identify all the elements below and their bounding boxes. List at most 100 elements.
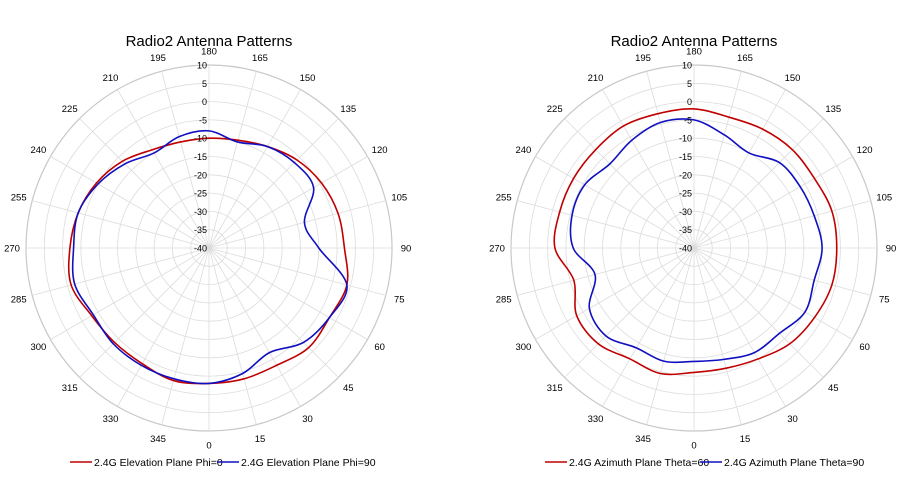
angle-tick-label: 105 (876, 193, 892, 204)
grid-spoke (50, 156, 210, 249)
series-layer (553, 108, 838, 376)
polar-grid (25, 64, 393, 432)
angle-tick-label: 345 (150, 434, 166, 445)
radial-tick-label: 0 (202, 97, 207, 107)
grid-spoke (693, 247, 871, 296)
radial-tick-label: -25 (679, 189, 692, 199)
legend-label-series-2: 2.4G Elevation Plane Phi=90 (241, 457, 376, 469)
angle-tick-label: 225 (62, 104, 78, 115)
angle-tick-label: 15 (255, 434, 266, 445)
angle-tick-label: 135 (825, 104, 841, 115)
radial-tick-label: -20 (194, 170, 207, 180)
angle-tick-label: 75 (879, 294, 890, 305)
angle-tick-label: 0 (691, 441, 696, 452)
angle-tick-label: 105 (391, 193, 407, 204)
angle-tick-label: 345 (635, 434, 651, 445)
angle-tick-label: 195 (150, 53, 166, 64)
angle-tick-label: 195 (635, 53, 651, 64)
angle-tick-label: 270 (4, 244, 20, 255)
angle-tick-label: 15 (740, 434, 751, 445)
series-line-1 (553, 108, 838, 376)
grid-spoke (517, 200, 695, 249)
radial-tick-label: -20 (679, 170, 692, 180)
grid-spoke (646, 71, 695, 249)
grid-spoke (117, 89, 210, 249)
angle-tick-label: 45 (343, 383, 354, 394)
grid-spoke (208, 247, 339, 378)
radial-tick-label: -30 (194, 207, 207, 217)
grid-spoke (208, 247, 368, 340)
grid-spoke (693, 247, 742, 425)
radial-tick-label: -40 (194, 244, 207, 254)
angle-tick-label: 240 (30, 145, 46, 156)
grid-spoke (208, 200, 386, 249)
angle-tick-label: 210 (588, 73, 604, 84)
angle-tick-label: 300 (515, 342, 531, 353)
angle-tick-label: 60 (859, 342, 870, 353)
angle-tick-label: 60 (374, 342, 385, 353)
radial-tick-label: -10 (194, 134, 207, 144)
radial-tick-label: -10 (679, 134, 692, 144)
series-line-2 (71, 129, 348, 385)
series-line-2 (569, 118, 823, 364)
angle-tick-label: 330 (103, 414, 119, 425)
grid-spoke (208, 247, 386, 296)
angle-tick-label: 300 (30, 342, 46, 353)
angle-tick-label: 285 (11, 294, 27, 305)
grid-spoke (79, 118, 210, 249)
tick-labels: 1801952102252402552702853003153303450153… (4, 47, 411, 452)
radial-tick-label: 10 (682, 61, 692, 71)
grid-spoke (208, 247, 257, 425)
angle-tick-label: 120 (372, 145, 388, 156)
radial-tick-label: -5 (199, 115, 207, 125)
tick-labels: 1801952102252402552702853003153303450153… (489, 47, 896, 452)
angle-tick-label: 210 (103, 73, 119, 84)
angle-tick-label: 285 (496, 294, 512, 305)
polar-chart-right: Radio2 Antenna Patterns 180 195 210 225 240 2… (489, 33, 896, 469)
grid-spoke (161, 71, 210, 249)
grid-spoke (32, 200, 210, 249)
legend-label-series-1: 2.4G Azimuth Plane Theta=60 (569, 457, 709, 469)
grid-spoke (693, 71, 742, 249)
grid-spoke (693, 156, 853, 249)
radial-tick-label: -40 (679, 244, 692, 254)
grid-spoke (208, 247, 301, 407)
grid-spoke (535, 247, 695, 340)
angle-tick-label: 240 (515, 145, 531, 156)
grid-spoke (646, 247, 695, 425)
grid-spoke (535, 156, 695, 249)
angle-tick-label: 30 (302, 414, 313, 425)
radial-tick-label: -35 (194, 225, 207, 235)
grid-spoke (208, 89, 301, 249)
angle-tick-label: 150 (300, 73, 316, 84)
chart-title: Radio2 Antenna Patterns (611, 33, 778, 50)
grid-spoke (161, 247, 210, 425)
grid-spoke (693, 247, 786, 407)
grid-spoke (693, 118, 824, 249)
radial-tick-label: -25 (194, 189, 207, 199)
legend: 2.4G Azimuth Plane Theta=60 2.4G Azimuth… (545, 457, 864, 469)
grid-spoke (693, 89, 786, 249)
angle-tick-label: 90 (401, 244, 412, 255)
angle-tick-label: 330 (588, 414, 604, 425)
angle-tick-label: 315 (547, 383, 563, 394)
angle-tick-label: 0 (206, 441, 211, 452)
polar-chart-left: Radio2 Antenna Patterns 180 195 210 225 240 2… (4, 33, 411, 469)
legend-label-series-1: 2.4G Elevation Plane Phi=0 (94, 457, 223, 469)
angle-tick-label: 150 (785, 73, 801, 84)
grid-spoke (517, 247, 695, 296)
radial-tick-label: -35 (679, 225, 692, 235)
angle-tick-label: 75 (394, 294, 405, 305)
angle-tick-label: 255 (496, 193, 512, 204)
grid-spoke (693, 200, 871, 249)
angle-tick-label: 315 (62, 383, 78, 394)
angle-tick-label: 30 (787, 414, 798, 425)
angle-tick-label: 165 (252, 53, 268, 64)
grid-spoke (208, 118, 339, 249)
angle-tick-label: 180 (201, 47, 217, 58)
grid-spoke (79, 247, 210, 378)
grid-spoke (50, 247, 210, 340)
legend: 2.4G Elevation Plane Phi=0 2.4G Elevatio… (70, 457, 376, 469)
angle-tick-label: 225 (547, 104, 563, 115)
